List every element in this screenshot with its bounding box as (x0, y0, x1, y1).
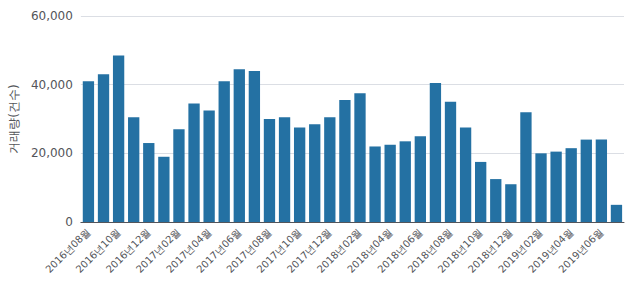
svg-text:2018년12월: 2018년12월 (465, 226, 515, 275)
svg-text:2016년12월: 2016년12월 (103, 226, 153, 275)
svg-text:2016년08월: 2016년08월 (43, 226, 93, 275)
svg-text:2016년10월: 2016년10월 (73, 226, 123, 275)
svg-text:2017년08월: 2017년08월 (224, 226, 274, 275)
svg-text:40,000: 40,000 (31, 78, 73, 92)
svg-text:2017년02월: 2017년02월 (134, 226, 183, 275)
svg-text:2018년04월: 2018년04월 (345, 226, 394, 275)
svg-text:60,000: 60,000 (31, 9, 73, 23)
svg-text:2019년06월: 2019년06월 (556, 226, 605, 275)
svg-text:2017년10월: 2017년10월 (254, 226, 304, 275)
svg-text:2017년12월: 2017년12월 (284, 226, 334, 275)
svg-text:2018년06월: 2018년06월 (375, 226, 425, 275)
svg-text:20,000: 20,000 (31, 146, 73, 160)
svg-text:거래량(건수): 거래량(건수) (7, 84, 21, 153)
svg-text:2017년06월: 2017년06월 (194, 226, 244, 275)
svg-text:2019년04월: 2019년04월 (526, 226, 576, 275)
svg-text:2018년08월: 2018년08월 (405, 226, 455, 275)
svg-text:2017년04월: 2017년04월 (164, 226, 213, 275)
svg-text:2018년02월: 2018년02월 (315, 226, 364, 275)
svg-text:2018년10월: 2018년10월 (435, 226, 485, 275)
svg-text:0: 0 (65, 215, 73, 229)
svg-text:2019년02월: 2019년02월 (496, 226, 545, 275)
